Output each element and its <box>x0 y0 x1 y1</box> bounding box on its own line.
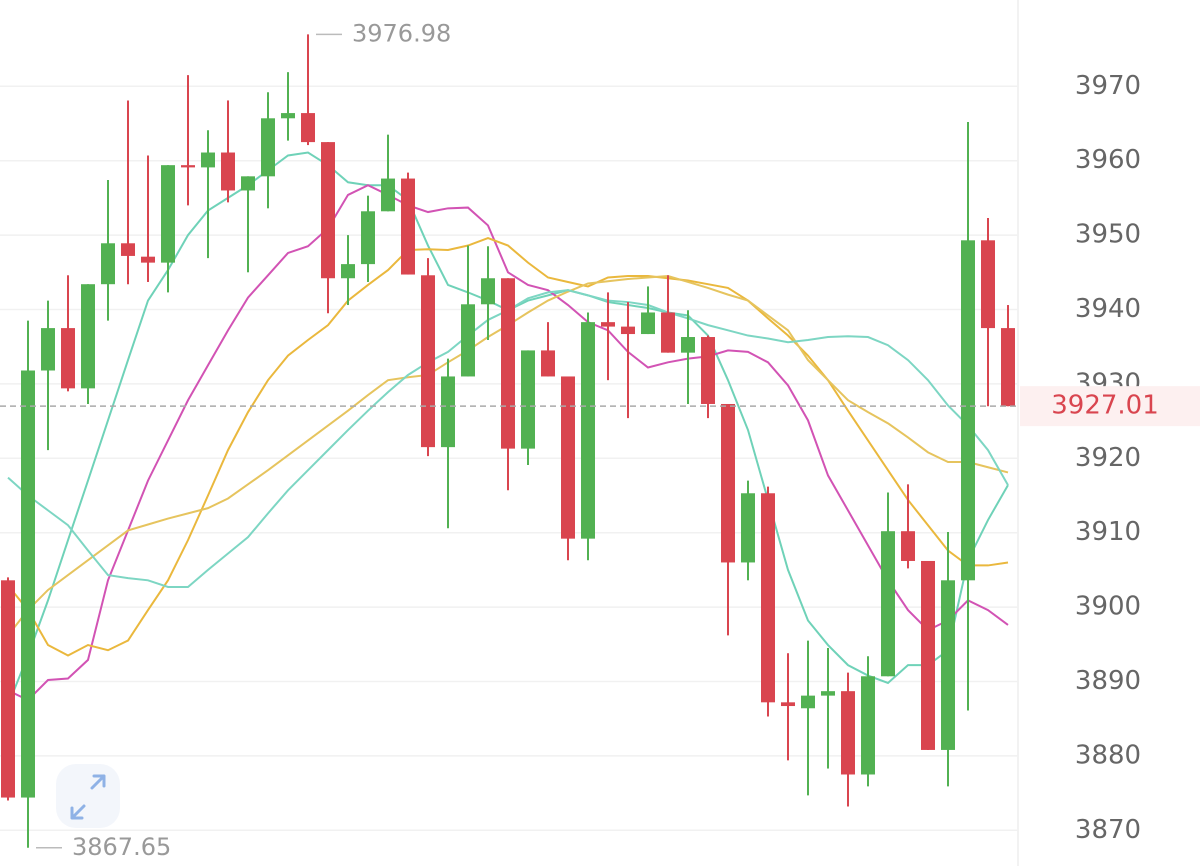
candle-body <box>261 118 275 177</box>
y-tick-label: 3870 <box>1075 815 1141 845</box>
y-tick-label: 3960 <box>1075 145 1141 175</box>
candle-layer <box>1 34 1015 848</box>
ma-line <box>7 237 1009 657</box>
candle-body <box>481 278 495 305</box>
candle-body <box>161 165 175 263</box>
min-label: 3867.65 <box>72 833 171 861</box>
candle-body <box>81 284 95 389</box>
candle-body <box>401 178 415 275</box>
candle-body <box>61 328 75 389</box>
candle-body <box>941 580 955 750</box>
candle-body <box>221 152 235 191</box>
candle-body <box>841 691 855 775</box>
candle-body <box>721 403 735 563</box>
last-price-box <box>1020 386 1200 427</box>
candle-body <box>101 243 115 285</box>
candle-body <box>581 322 595 539</box>
candle-body <box>601 322 615 327</box>
y-tick-label: 3940 <box>1075 294 1141 324</box>
candle-body <box>681 337 695 353</box>
candle-body <box>881 531 895 677</box>
candle-body <box>361 211 375 265</box>
candle-body <box>521 350 535 449</box>
candle-body <box>1001 328 1015 407</box>
candle-body <box>781 702 795 707</box>
candle-body <box>461 304 475 377</box>
y-tick-label: 3890 <box>1075 666 1141 696</box>
candle-body <box>561 376 575 539</box>
candle-body <box>901 531 915 561</box>
candle-body <box>181 165 195 168</box>
candle-body <box>1 580 15 798</box>
candle-body <box>241 176 255 191</box>
candle-body <box>961 240 975 581</box>
y-tick-label: 3920 <box>1075 443 1141 473</box>
candle-body <box>421 275 435 448</box>
candle-body <box>201 152 215 168</box>
candle-body <box>321 142 335 279</box>
candle-body <box>801 695 815 709</box>
candle-body <box>921 560 935 750</box>
candle-body <box>981 240 995 329</box>
candle-body <box>821 691 835 696</box>
candle-body <box>281 113 295 119</box>
y-tick-label: 3970 <box>1075 71 1141 101</box>
candle-body <box>621 326 635 335</box>
candle-body <box>21 370 35 798</box>
y-tick-label: 3910 <box>1075 517 1141 547</box>
expand-icon[interactable] <box>70 774 106 820</box>
candle-body <box>741 493 755 563</box>
candle-body <box>641 312 655 335</box>
candle-body <box>41 328 55 371</box>
candle-body <box>381 178 395 212</box>
y-tick-label: 3880 <box>1075 740 1141 770</box>
candle-body <box>661 312 675 353</box>
max-label: 3976.98 <box>352 19 451 47</box>
candle-body <box>701 337 715 404</box>
ma-line <box>7 184 1009 702</box>
candle-body <box>341 264 355 279</box>
candle-body <box>301 113 315 143</box>
y-tick-label: 3900 <box>1075 592 1141 622</box>
candle-body <box>141 256 155 263</box>
candle-body <box>541 350 555 377</box>
y-tick-label: 3950 <box>1075 220 1141 250</box>
candle-body <box>121 243 135 256</box>
candle-body <box>501 278 515 449</box>
candle-body <box>761 493 775 703</box>
expand-button[interactable] <box>56 764 120 828</box>
expand-button-bg[interactable] <box>56 764 120 828</box>
label-layer: 3870388038903900391039203930394039503960… <box>0 19 1200 861</box>
candle-body <box>441 376 455 448</box>
last-price-label: 3927.01 <box>1051 391 1159 421</box>
candle-body <box>861 676 875 775</box>
